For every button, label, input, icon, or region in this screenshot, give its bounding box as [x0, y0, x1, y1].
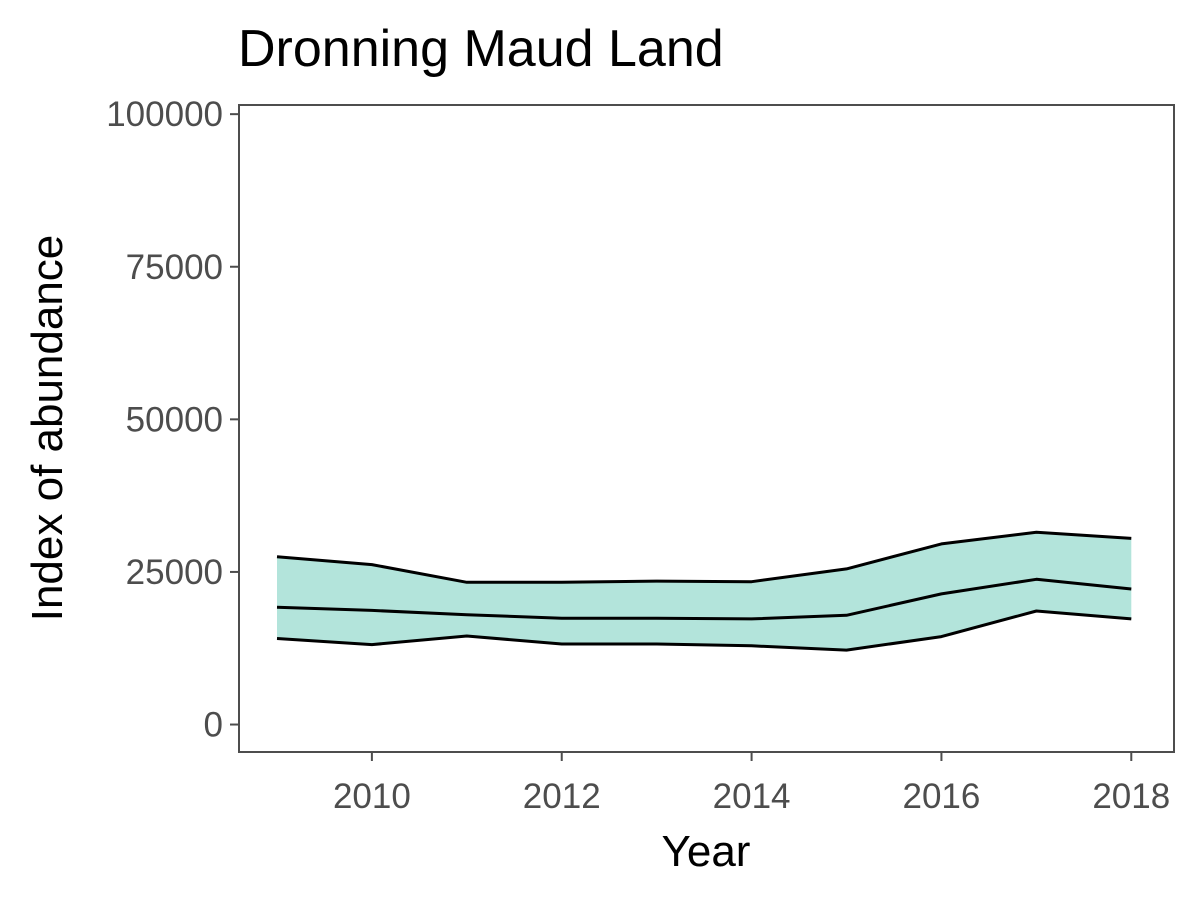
- x-axis-title: Year: [662, 827, 751, 876]
- y-axis: 0 25000 50000 75000 100000: [106, 95, 239, 745]
- y-axis-title: Index of abundance: [23, 235, 72, 622]
- plot-area: [276, 530, 1132, 652]
- x-axis: 2010 2012 2014 2016 2018: [333, 752, 1170, 816]
- y-tick-label: 25000: [126, 553, 223, 592]
- x-tick-label: 2018: [1092, 777, 1170, 816]
- upper-bound-line: [276, 530, 1132, 584]
- x-tick-label: 2012: [523, 777, 601, 816]
- x-tick-label: 2016: [902, 777, 980, 816]
- lower-bound-line: [276, 609, 1132, 652]
- y-tick-label: 50000: [126, 400, 223, 439]
- plot-panel-border: [238, 104, 1175, 753]
- x-tick-label: 2010: [333, 777, 411, 816]
- x-tick-label: 2014: [713, 777, 791, 816]
- estimate-line: [276, 577, 1132, 621]
- y-tick-label: 100000: [106, 95, 223, 134]
- y-tick-label: 0: [204, 706, 223, 745]
- confidence-ribbon: [277, 532, 1132, 651]
- y-tick-label: 75000: [126, 248, 223, 287]
- chart-title: Dronning Maud Land: [238, 20, 724, 78]
